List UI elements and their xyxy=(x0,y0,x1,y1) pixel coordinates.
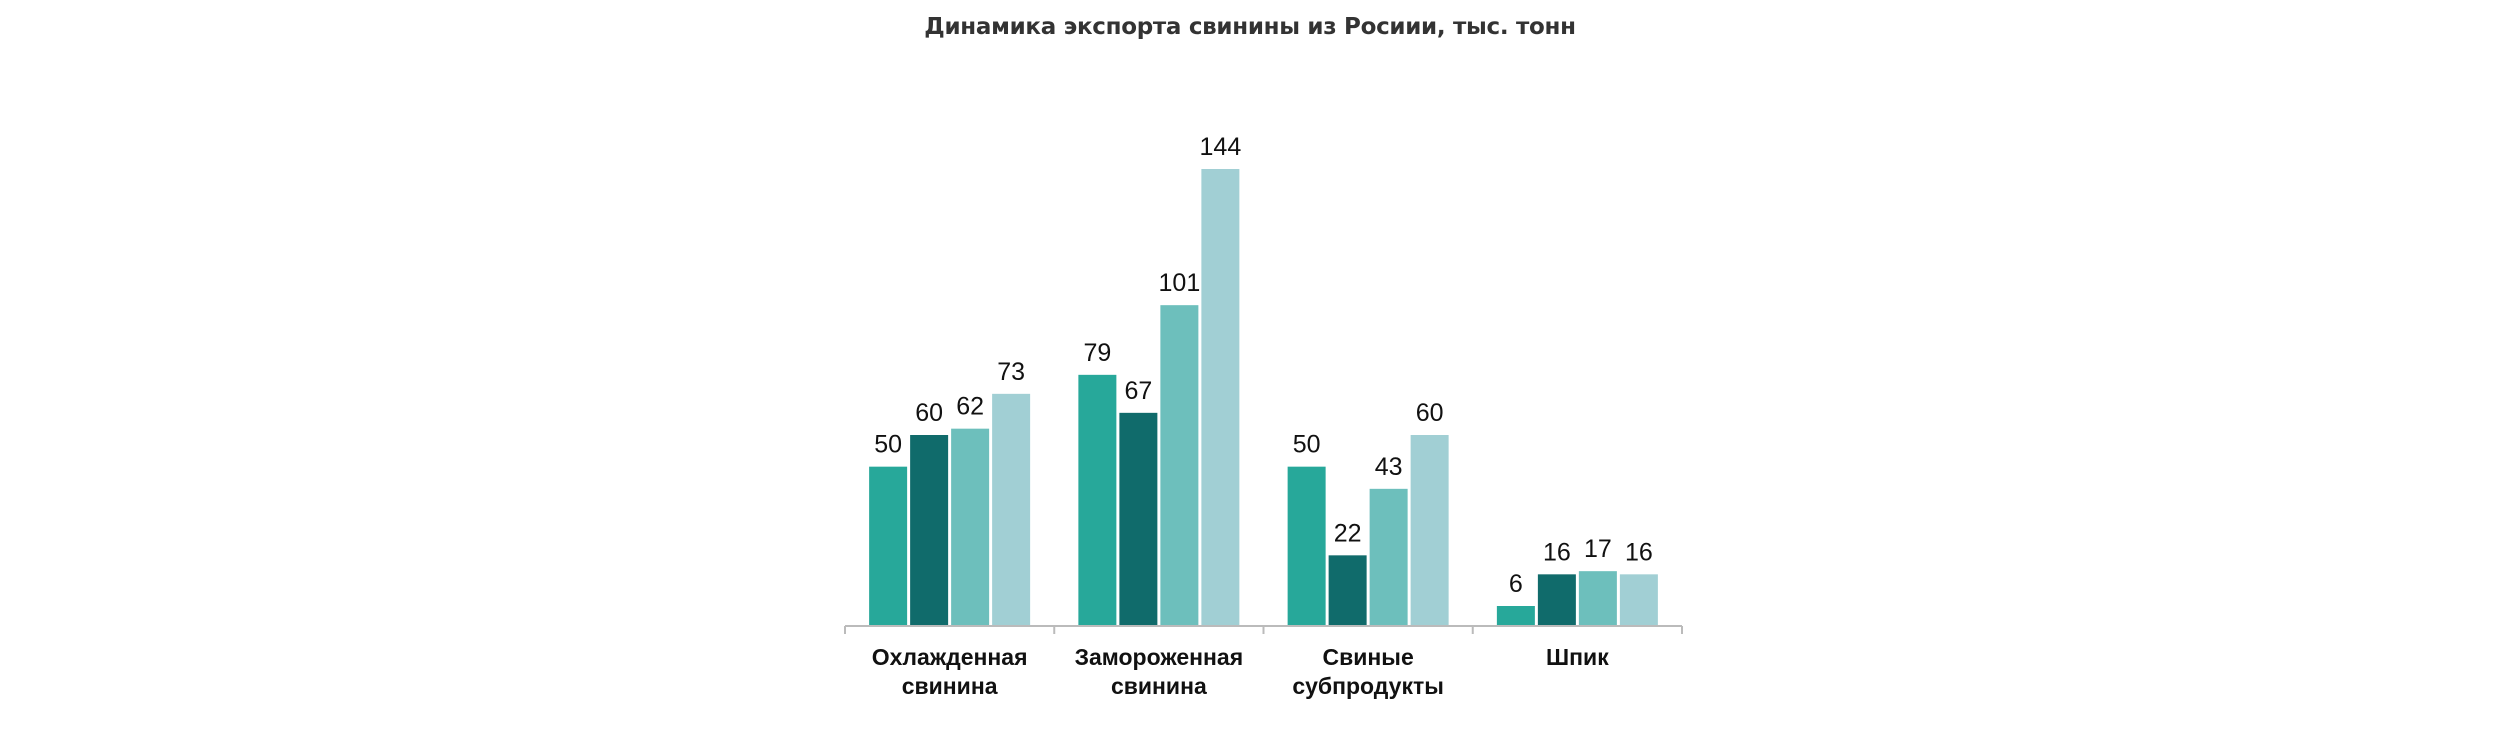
bar xyxy=(1328,555,1367,625)
data-label: 60 xyxy=(915,399,943,427)
bar xyxy=(1160,305,1199,625)
category-label: Замороженная xyxy=(1075,644,1244,670)
category-label: Охлажденная xyxy=(872,644,1028,670)
bar xyxy=(992,393,1031,625)
bar xyxy=(910,435,949,625)
bar xyxy=(1287,466,1326,625)
data-label: 79 xyxy=(1083,339,1111,367)
data-label: 16 xyxy=(1625,538,1653,566)
data-label: 22 xyxy=(1334,519,1362,547)
bar xyxy=(1496,606,1535,625)
data-label: 16 xyxy=(1543,538,1571,566)
bar xyxy=(1119,412,1158,625)
category-label: Свиные xyxy=(1323,644,1414,670)
category-label: свинина xyxy=(1111,673,1207,699)
data-label: 67 xyxy=(1124,377,1152,405)
data-label: 101 xyxy=(1159,269,1201,297)
bar xyxy=(1201,169,1240,625)
bar xyxy=(1410,435,1449,625)
data-label: 50 xyxy=(1293,431,1321,459)
bar xyxy=(1369,488,1408,625)
bar xyxy=(1578,571,1617,625)
category-label: свинина xyxy=(902,673,998,699)
data-label: 62 xyxy=(956,393,984,421)
data-label: 43 xyxy=(1375,453,1403,481)
bar xyxy=(1078,374,1117,625)
data-label: 50 xyxy=(874,431,902,459)
data-label: 144 xyxy=(1200,133,1242,161)
data-label: 17 xyxy=(1584,535,1612,563)
bar xyxy=(951,428,990,625)
data-label: 73 xyxy=(997,358,1025,386)
bar xyxy=(869,466,908,625)
chart-title: Динамика экспорта свинины из Росиии, тыс… xyxy=(924,14,1576,40)
category-label: Шпик xyxy=(1546,644,1609,670)
data-label: 6 xyxy=(1509,570,1523,598)
bar xyxy=(1619,574,1658,625)
bar xyxy=(1537,574,1576,625)
data-label: 60 xyxy=(1416,399,1444,427)
category-label: субпродукты xyxy=(1292,673,1444,699)
